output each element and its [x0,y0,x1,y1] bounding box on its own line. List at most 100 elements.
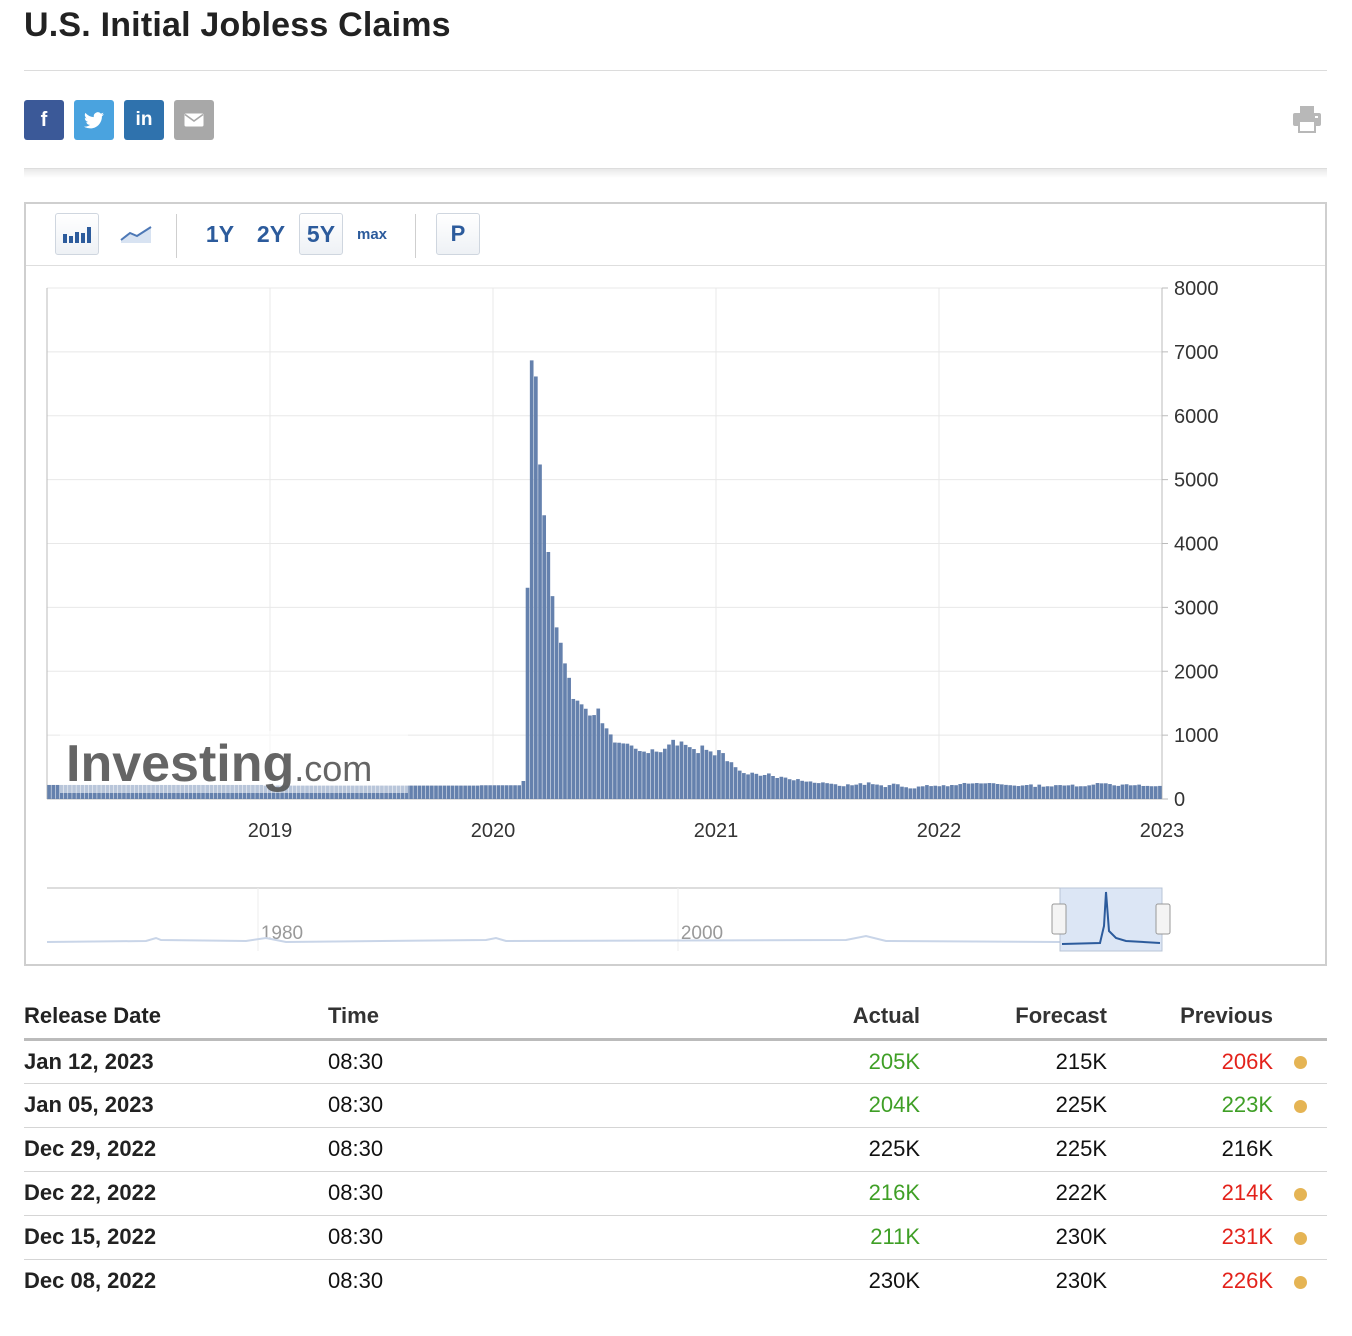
revision-dot-icon[interactable] [1293,1099,1307,1113]
table-row[interactable]: Jan 05, 2023 08:30 204K 225K 223K [24,1083,1327,1128]
bar [1095,783,1100,799]
bar [796,779,800,799]
bar [862,784,867,799]
range-5y-button[interactable]: 5Y [299,213,343,255]
release-date: Dec 29, 2022 [24,1127,328,1172]
y-tick-label: 7000 [1174,342,1219,364]
bar [721,753,725,799]
table-row[interactable]: Jan 12, 2023 08:30 205K 215K 206K [24,1039,1327,1084]
bar [554,627,559,799]
bar [563,663,567,799]
page-title: U.S. Initial Jobless Claims [24,6,451,44]
facebook-share-button[interactable]: f [24,100,64,140]
toolbar-separator [176,214,177,258]
release-time: 08:30 [328,1268,384,1294]
navigator-left-handle [1051,903,1067,935]
previous-value: 206K [1107,1039,1273,1084]
revision-dot-icon[interactable] [1293,1231,1307,1245]
bar [1049,786,1054,799]
print-button[interactable] [1292,104,1322,134]
release-date: Dec 22, 2022 [24,1171,328,1216]
table-row[interactable]: Dec 29, 2022 08:30 225K 225K 216K [24,1127,1327,1172]
bar [1070,784,1075,799]
release-time: 08:30 [328,1215,728,1260]
table-row[interactable]: Dec 22, 2022 08:30 216K 222K 214K [24,1171,1327,1216]
bar [708,751,713,799]
bar [650,749,655,799]
bar [604,728,609,799]
bar [642,751,646,799]
bar [808,781,813,799]
bar [775,777,779,799]
bar [596,708,601,799]
bar [621,743,626,799]
y-tick-label: 2000 [1174,661,1219,683]
table-header-row: Release Date Time Actual Forecast Previo… [24,995,1327,1041]
bar [671,739,675,799]
email-share-button[interactable] [174,100,214,140]
release-date: Dec 15, 2022 [24,1215,328,1260]
area-chart-button[interactable] [114,213,158,255]
bar [700,745,705,799]
table-row[interactable]: Dec 15, 2022 08:30 211K 230K 231K [24,1215,1327,1260]
bar [696,753,700,799]
p-button[interactable]: P [436,213,480,255]
bar [1128,785,1133,799]
revision-dot-icon[interactable] [1293,1275,1307,1289]
y-tick-label: 4000 [1174,534,1219,556]
bar [837,785,842,799]
bar-chart-button[interactable] [55,213,99,255]
bar [1104,783,1108,799]
bar [667,744,671,799]
revision-dot-icon[interactable] [1293,1187,1307,1201]
navigator-selected-line [1061,891,1161,945]
bar [575,700,580,799]
bar [1087,785,1092,799]
bar [546,551,551,799]
navigator-selected-window [1059,887,1163,952]
bar [1012,785,1017,799]
bar [854,784,859,799]
bar [733,767,738,799]
table-row[interactable]: Dec 08, 2022 08:30 230K 230K 226K [24,1259,1327,1303]
bar [1083,786,1087,799]
range-1y-button[interactable]: 1Y [205,220,235,247]
bar [1149,786,1154,799]
bar [1145,785,1150,799]
linkedin-share-button[interactable]: in [124,100,164,140]
bar [891,783,896,799]
revision-dot-icon[interactable] [1293,1056,1307,1070]
investing-watermark-logo: Investing.com [66,735,372,793]
range-2y-button[interactable]: 2Y [256,220,286,247]
email-icon [184,113,204,127]
bar [633,748,638,799]
bar [646,753,651,799]
bar [1045,786,1050,799]
bar [1116,785,1121,799]
bar [975,783,979,799]
bar [434,785,438,799]
bar [962,782,967,799]
bar [463,785,467,799]
y-tick-label: 5000 [1174,470,1219,492]
revision-cell [1273,1083,1327,1128]
bar [608,734,613,799]
bar [592,715,596,799]
bar [658,752,663,799]
bar [871,784,875,799]
range-max-button[interactable]: max [356,225,388,243]
forecast-value: 222K [920,1171,1107,1216]
bar [1029,784,1033,799]
bar [1112,785,1116,799]
share-bar-divider [24,168,1327,178]
header-time: Time [328,995,728,1041]
bar [800,780,804,799]
bar [895,784,900,799]
bar [704,749,709,799]
bar [1033,786,1037,799]
bar [979,783,983,799]
bar [1016,786,1021,799]
bar [1058,785,1062,799]
bar [513,785,517,799]
twitter-share-button[interactable] [74,100,114,140]
